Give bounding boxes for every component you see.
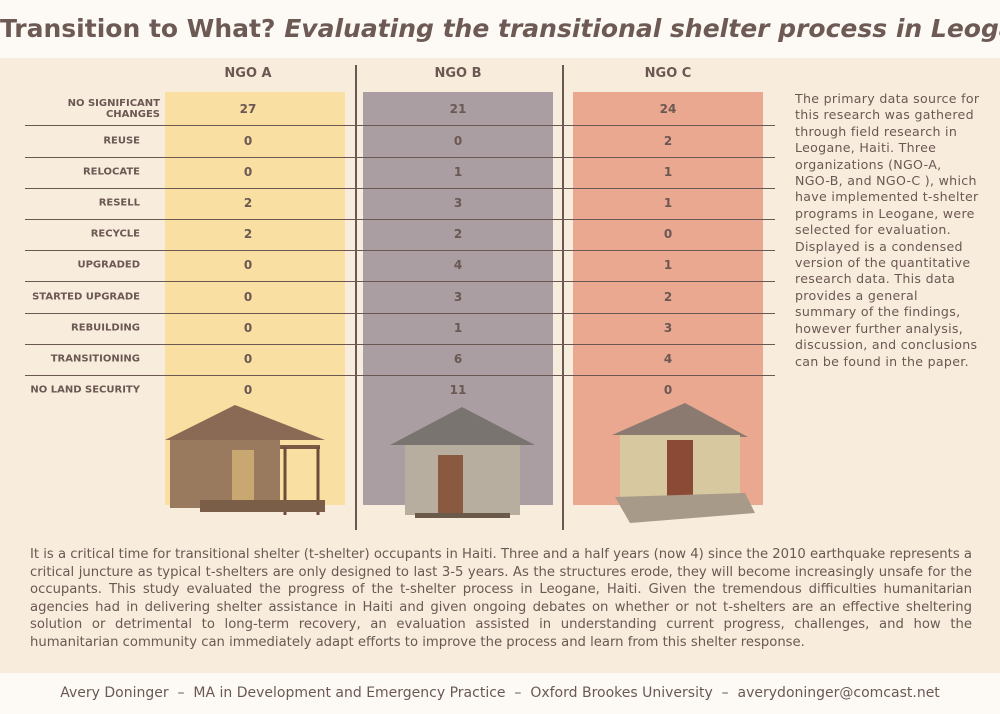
row-label: NO SIGNIFICANT CHANGES bbox=[67, 98, 160, 120]
table-cell: 6 bbox=[453, 352, 463, 366]
table-cell: 21 bbox=[449, 102, 467, 116]
row-divider bbox=[25, 250, 775, 251]
row-label: UPGRADED bbox=[77, 259, 140, 271]
table-cell: 3 bbox=[453, 196, 463, 210]
house-a bbox=[165, 405, 325, 515]
table-cell: 2 bbox=[663, 134, 673, 148]
table-cell: 0 bbox=[243, 134, 253, 148]
column-header: NGO A bbox=[224, 66, 272, 81]
table-cell: 11 bbox=[449, 383, 467, 397]
column-divider bbox=[355, 65, 357, 530]
table-cell: 0 bbox=[243, 290, 253, 304]
column-header: NGO B bbox=[434, 66, 482, 81]
table-cell: 3 bbox=[663, 321, 673, 335]
footer-text: Avery Doninger – MA in Development and E… bbox=[60, 685, 940, 701]
row-divider bbox=[25, 344, 775, 345]
table-cell: 0 bbox=[243, 165, 253, 179]
sidebar-text: The primary data source for this researc… bbox=[795, 91, 980, 369]
table-cell: 27 bbox=[239, 102, 257, 116]
title: Transition to What? Evaluating the trans… bbox=[0, 14, 1000, 43]
table-cell: 0 bbox=[243, 383, 253, 397]
table-cell: 0 bbox=[243, 352, 253, 366]
row-label: REBUILDING bbox=[71, 322, 140, 334]
row-label: TRANSITIONING bbox=[50, 353, 140, 365]
row-divider bbox=[25, 157, 775, 158]
table-cell: 3 bbox=[453, 290, 463, 304]
house-c bbox=[612, 403, 755, 523]
table-cell: 1 bbox=[453, 321, 463, 335]
table-cell: 0 bbox=[663, 383, 673, 397]
table-cell: 0 bbox=[663, 227, 673, 241]
table-cell: 2 bbox=[663, 290, 673, 304]
row-label: NO LAND SECURITY bbox=[30, 384, 140, 396]
table-cell: 4 bbox=[663, 352, 673, 366]
table-cell: 24 bbox=[659, 102, 677, 116]
header-band bbox=[0, 0, 1000, 58]
row-divider bbox=[25, 281, 775, 282]
table-cell: 0 bbox=[453, 134, 463, 148]
footer-band bbox=[0, 673, 1000, 714]
table-cell: 1 bbox=[453, 165, 463, 179]
row-label: RELOCATE bbox=[82, 166, 140, 178]
table-cell: 1 bbox=[663, 165, 673, 179]
house-illustrations bbox=[165, 403, 755, 523]
table-cell: 0 bbox=[243, 321, 253, 335]
table-cell: 4 bbox=[453, 258, 463, 272]
row-divider bbox=[25, 125, 775, 126]
row-divider bbox=[25, 375, 775, 376]
table-cell: 2 bbox=[453, 227, 463, 241]
house-b bbox=[390, 407, 535, 518]
row-label: REUSE bbox=[103, 135, 140, 147]
row-divider bbox=[25, 188, 775, 189]
table-cell: 2 bbox=[243, 227, 253, 241]
column-header: NGO C bbox=[644, 66, 692, 81]
table-cell: 1 bbox=[663, 196, 673, 210]
table-cell: 1 bbox=[663, 258, 673, 272]
abstract-text: It is a critical time for transitional s… bbox=[30, 547, 972, 650]
table-cell: 2 bbox=[243, 196, 253, 210]
title-lead: Transition to What? bbox=[0, 14, 276, 43]
row-label: STARTED UPGRADE bbox=[32, 291, 140, 303]
row-divider bbox=[25, 219, 775, 220]
column-divider bbox=[562, 65, 564, 530]
row-label: RECYCLE bbox=[90, 228, 140, 240]
table-cell: 0 bbox=[243, 258, 253, 272]
row-label: RESELL bbox=[98, 197, 140, 209]
title-rest: Evaluating the transitional shelter proc… bbox=[284, 14, 1000, 43]
row-divider bbox=[25, 313, 775, 314]
